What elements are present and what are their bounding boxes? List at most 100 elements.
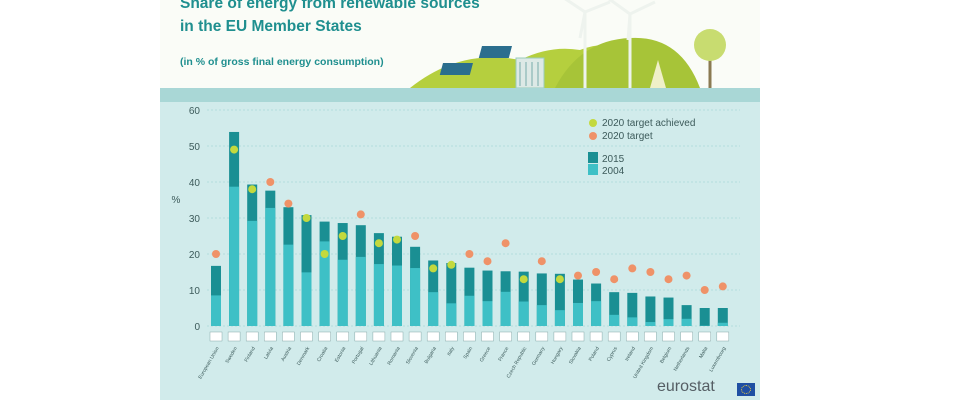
x-tick-label: European Union xyxy=(197,346,220,380)
bar-2015 xyxy=(699,308,710,326)
target-marker xyxy=(393,235,401,244)
bar-2015 xyxy=(518,271,529,326)
country-flag-icon xyxy=(626,331,639,342)
country-flag-icon xyxy=(408,331,422,342)
country-flag-icon xyxy=(209,331,223,342)
country-flag-icon xyxy=(662,331,675,342)
x-tick-label: Malta xyxy=(698,346,709,360)
header-divider-band xyxy=(160,88,760,102)
bar-2004 xyxy=(482,301,493,326)
country-flag-icon xyxy=(517,331,530,342)
x-tick-label: Denmark xyxy=(296,346,312,367)
x-tick-label: Slovakia xyxy=(568,346,583,366)
bar-2015 xyxy=(681,305,692,326)
legend-label: 2004 xyxy=(602,166,625,177)
bar-2015 xyxy=(482,270,493,326)
target-marker xyxy=(537,257,546,266)
eu-flag-icon xyxy=(737,383,755,396)
country-flag-icon xyxy=(245,331,259,342)
target-marker xyxy=(555,275,564,284)
x-tick-label: Germany xyxy=(531,346,547,367)
bar-2004 xyxy=(591,301,602,326)
bar-2015 xyxy=(609,292,620,326)
bar-2004 xyxy=(301,272,312,326)
target-marker xyxy=(212,250,220,258)
target-marker xyxy=(501,239,510,248)
chart-subtitle: (in % of gross final energy consumption) xyxy=(180,56,384,68)
target-marker xyxy=(519,275,528,284)
country-flag-icon xyxy=(318,331,331,342)
target-marker xyxy=(664,275,673,284)
x-tick-label: Romania xyxy=(387,346,402,367)
y-tick-label: 10 xyxy=(189,286,201,297)
x-tick-label: Estonia xyxy=(334,346,348,364)
country-flag-icon xyxy=(426,331,440,342)
bar-2015 xyxy=(627,292,638,326)
x-tick-label: Italy xyxy=(446,346,456,357)
x-tick-label: Bulgaria xyxy=(424,346,438,365)
country-flag-icon xyxy=(336,331,349,342)
target-marker xyxy=(374,239,383,248)
country-flag-icon xyxy=(589,331,603,342)
target-marker xyxy=(483,257,492,266)
bar-2004 xyxy=(536,305,547,326)
x-tick-label: Croatia xyxy=(316,346,329,363)
y-tick-label: 50 xyxy=(189,142,201,153)
bar-2015 xyxy=(446,263,457,326)
country-flag-icon xyxy=(716,331,730,342)
bar-2004 xyxy=(609,314,620,326)
x-tick-label: Belgium xyxy=(659,346,673,365)
bar-2004 xyxy=(627,317,638,326)
country-flag-icon xyxy=(227,331,241,342)
bar-2004 xyxy=(500,291,511,326)
x-tick-label: Finland xyxy=(244,346,258,363)
bar-2015 xyxy=(301,215,312,326)
y-tick-label: 20 xyxy=(189,250,201,261)
country-flag-icon xyxy=(445,331,458,342)
bar-2015 xyxy=(536,273,547,326)
country-flag-icon xyxy=(372,331,386,342)
bar-2004 xyxy=(337,259,348,326)
bar-2004 xyxy=(446,303,457,326)
target-marker xyxy=(700,286,709,294)
x-tick-label: Lithuania xyxy=(368,346,383,367)
target-marker xyxy=(447,260,456,269)
x-tick-label: Slovenia xyxy=(405,346,420,366)
country-flag-icon xyxy=(354,331,368,342)
bar-2004 xyxy=(573,302,583,326)
x-tick-label: Portugal xyxy=(351,346,366,365)
bar-2004 xyxy=(265,207,276,326)
bar-2004 xyxy=(392,265,402,326)
bar-2015 xyxy=(554,273,565,326)
bar-2015 xyxy=(663,297,674,326)
legend-label: 2020 target xyxy=(602,131,653,142)
header: Share of energy from renewable sources i… xyxy=(160,0,760,88)
bar-2004 xyxy=(464,295,475,326)
target-marker xyxy=(592,268,601,276)
country-flag-icon xyxy=(300,331,313,342)
bar-2004 xyxy=(717,322,728,326)
x-tick-label: Spain xyxy=(463,346,475,360)
country-flag-icon xyxy=(535,331,549,342)
x-tick-label: Netherlands xyxy=(673,346,692,373)
x-tick-label: Ireland xyxy=(624,346,637,362)
target-marker xyxy=(429,264,438,273)
target-marker xyxy=(356,210,365,219)
target-marker xyxy=(646,268,655,276)
legend-marker xyxy=(589,132,597,140)
x-tick-label: Cyprus xyxy=(606,346,619,363)
target-marker xyxy=(338,232,347,240)
y-tick-label: 0 xyxy=(194,322,200,333)
y-tick-label: 40 xyxy=(189,178,201,189)
bar-2004 xyxy=(373,264,384,326)
bar-2004 xyxy=(211,295,221,326)
bar-2015 xyxy=(573,279,583,326)
eurostat-logo: eurostat xyxy=(657,378,715,395)
legend-label: 2015 xyxy=(602,154,625,165)
country-flag-icon xyxy=(698,331,711,342)
bar-2004 xyxy=(247,220,258,326)
country-flag-icon xyxy=(571,331,585,342)
bar-2004 xyxy=(554,310,565,326)
x-tick-label: France xyxy=(497,346,510,363)
